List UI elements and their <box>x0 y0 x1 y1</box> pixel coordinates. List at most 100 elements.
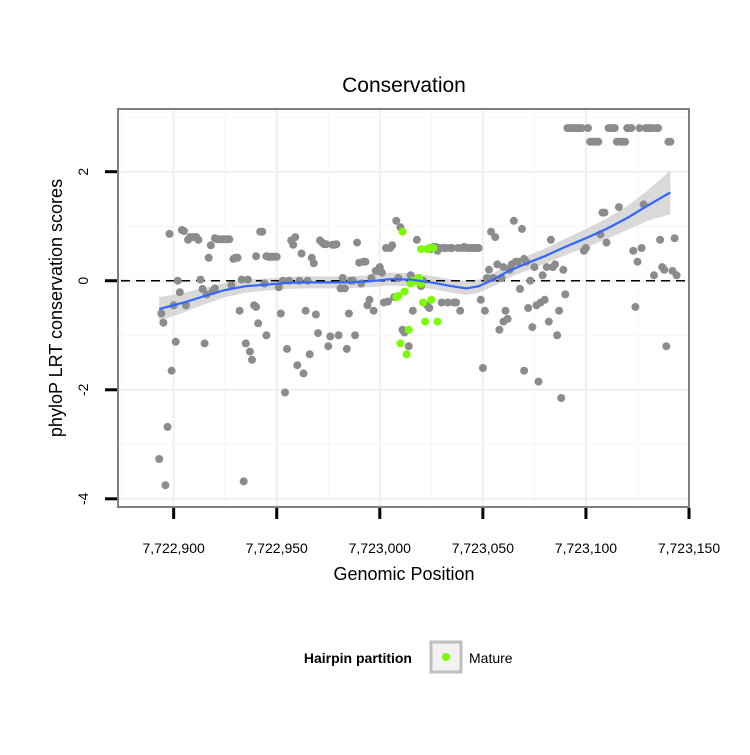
data-point <box>672 271 681 280</box>
data-point <box>631 302 640 311</box>
data-point <box>633 257 642 266</box>
data-point <box>602 238 611 247</box>
data-point <box>509 216 518 225</box>
x-axis: 7,722,900 7,722,950 7,723,000 7,723,050 7,72… <box>143 508 720 556</box>
y-tick-label: 2 <box>75 168 91 176</box>
data-point <box>241 339 250 348</box>
data-point <box>495 325 504 334</box>
data-point-mature <box>421 317 430 326</box>
data-point-mature <box>419 298 428 307</box>
data-point <box>530 263 539 272</box>
data-point <box>437 298 446 307</box>
data-point <box>167 366 176 375</box>
data-point <box>332 240 341 249</box>
data-point <box>175 288 184 297</box>
data-point <box>394 274 403 282</box>
data-point <box>369 306 378 315</box>
legend-key-mature <box>442 653 450 661</box>
data-point <box>237 275 246 284</box>
data-point <box>324 342 333 351</box>
legend-title: Hairpin partition <box>304 650 412 666</box>
data-point <box>351 331 360 340</box>
data-point-mature <box>433 317 442 326</box>
data-point <box>159 318 168 327</box>
data-point <box>243 275 252 284</box>
data-point <box>520 366 529 375</box>
data-point <box>425 304 434 312</box>
data-point <box>161 481 170 490</box>
data-point <box>524 304 533 312</box>
data-point <box>474 244 483 252</box>
data-point <box>404 342 413 351</box>
data-point <box>225 235 234 244</box>
data-point <box>656 235 665 244</box>
y-axis: -4 -2 0 2 <box>75 168 117 505</box>
data-point <box>621 137 630 146</box>
data-point <box>501 306 510 315</box>
data-point <box>194 235 203 244</box>
data-point <box>245 347 254 356</box>
data-point <box>305 350 314 359</box>
data-point <box>274 283 283 292</box>
data-point <box>291 233 300 242</box>
data-point <box>299 369 308 378</box>
data-point <box>293 361 302 370</box>
data-point <box>239 477 248 486</box>
data-point <box>200 339 209 348</box>
data-point-mature <box>398 227 407 236</box>
data-point <box>204 253 213 262</box>
data-point <box>516 284 524 293</box>
data-point <box>157 309 166 318</box>
smooth-trend-line <box>158 191 671 311</box>
x-tick-label: 7,722,950 <box>246 540 308 556</box>
data-point <box>629 246 638 255</box>
x-tick-label: 7,723,050 <box>452 540 514 556</box>
data-point <box>155 455 164 463</box>
x-axis-label: Genomic Position <box>333 564 474 584</box>
data-point <box>334 331 343 340</box>
data-point <box>171 337 180 346</box>
data-point <box>518 224 526 233</box>
data-point <box>528 323 537 332</box>
data-point-mature <box>396 339 405 348</box>
data-point <box>553 331 562 340</box>
data-point-mature <box>404 325 413 334</box>
data-point <box>666 137 675 146</box>
data-point <box>235 306 244 315</box>
data-point <box>388 241 397 250</box>
data-point <box>561 290 570 299</box>
data-point <box>309 259 318 268</box>
data-point <box>491 233 500 242</box>
y-tick-label: -2 <box>75 383 91 396</box>
data-point <box>478 364 487 372</box>
data-point <box>297 249 306 258</box>
data-point <box>392 216 401 225</box>
data-point <box>485 265 493 274</box>
data-point <box>248 355 256 364</box>
data-point <box>480 306 489 315</box>
data-point <box>610 124 619 133</box>
data-point <box>349 276 357 285</box>
data-point <box>338 274 347 282</box>
data-point <box>252 302 261 311</box>
data-point-mature <box>400 287 409 296</box>
data-point <box>447 244 456 252</box>
data-point <box>452 298 461 307</box>
legend: Hairpin partition Mature <box>304 640 513 674</box>
data-point <box>670 234 679 243</box>
data-point <box>577 124 586 133</box>
data-point <box>353 238 362 247</box>
legend-label-mature: Mature <box>469 650 513 666</box>
data-point <box>476 295 485 304</box>
data-point <box>584 124 592 133</box>
data-point <box>520 254 529 263</box>
data-point <box>276 309 285 318</box>
data-point <box>551 260 559 269</box>
data-point <box>281 388 289 397</box>
data-point <box>493 260 502 269</box>
data-point <box>650 271 658 280</box>
data-point <box>210 284 219 293</box>
data-point <box>196 275 205 284</box>
data-point <box>654 124 663 133</box>
